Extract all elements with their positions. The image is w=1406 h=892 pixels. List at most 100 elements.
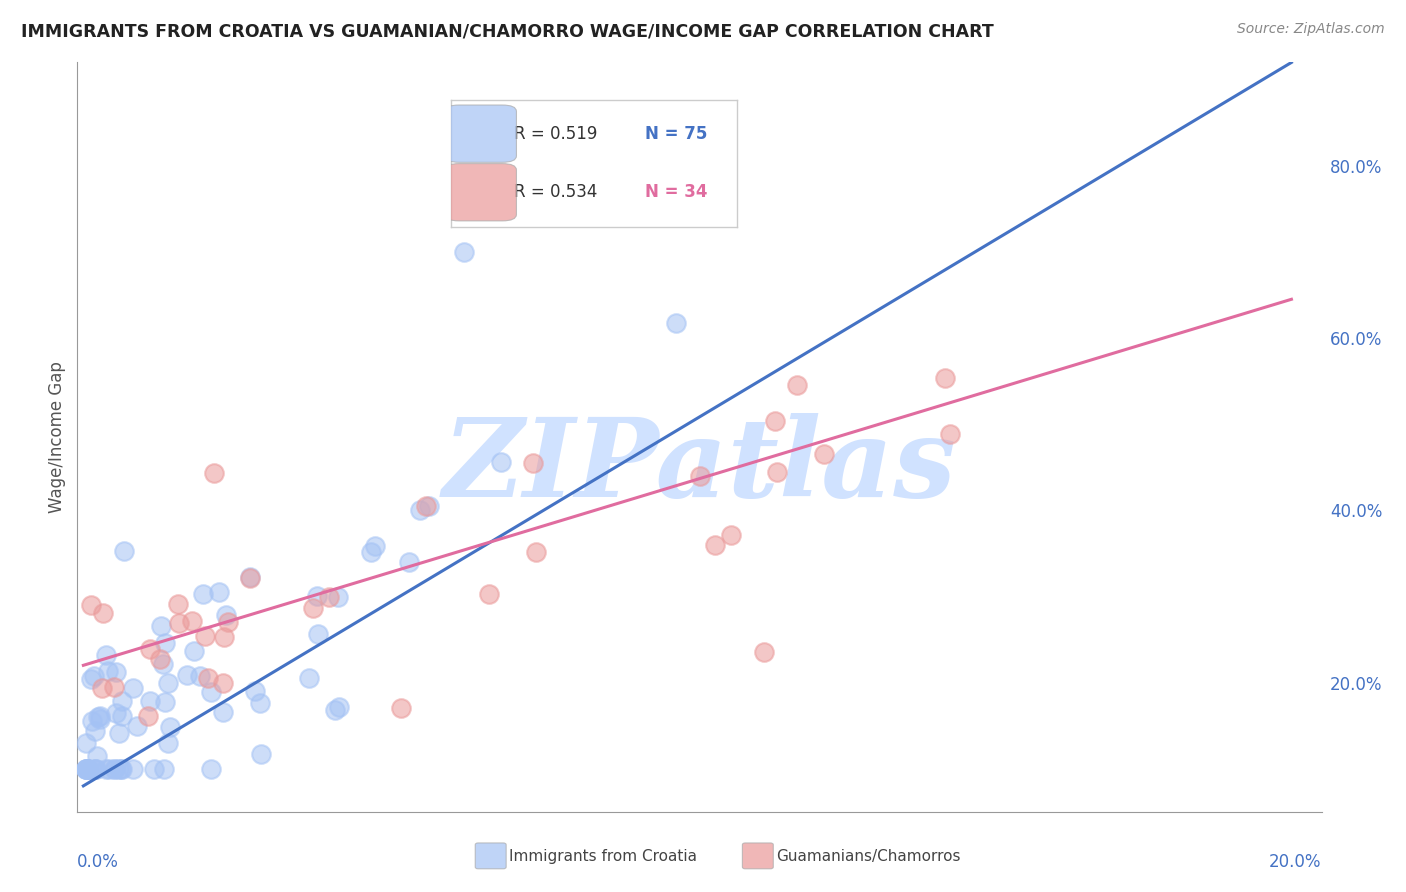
Point bbox=[103, 762, 125, 776]
Point bbox=[398, 555, 420, 569]
Point bbox=[104, 706, 127, 720]
Point bbox=[188, 668, 211, 682]
Point bbox=[249, 696, 271, 710]
Point bbox=[83, 762, 105, 776]
Point bbox=[197, 671, 219, 685]
Point bbox=[763, 414, 786, 428]
Point bbox=[418, 499, 440, 513]
Point bbox=[77, 762, 100, 776]
Point bbox=[813, 447, 835, 461]
Point bbox=[157, 676, 180, 690]
Point bbox=[200, 685, 222, 699]
Point bbox=[665, 316, 688, 330]
Point bbox=[111, 762, 134, 776]
Point bbox=[83, 669, 105, 683]
Point bbox=[522, 456, 544, 470]
Point bbox=[409, 503, 432, 517]
Point bbox=[86, 762, 108, 776]
Point bbox=[111, 694, 134, 708]
Point bbox=[104, 762, 127, 776]
Point bbox=[77, 762, 100, 776]
Text: 20.0%: 20.0% bbox=[1270, 853, 1322, 871]
Point bbox=[245, 684, 267, 698]
Point bbox=[328, 700, 350, 714]
Point bbox=[524, 545, 547, 559]
Point bbox=[250, 747, 273, 761]
Point bbox=[152, 657, 174, 672]
Point bbox=[96, 762, 118, 776]
Point bbox=[212, 675, 235, 690]
Point bbox=[159, 720, 181, 734]
Point bbox=[138, 642, 160, 657]
Point bbox=[121, 681, 143, 695]
Point bbox=[91, 681, 114, 696]
Point bbox=[167, 615, 190, 630]
Point bbox=[75, 762, 97, 776]
Point bbox=[181, 615, 204, 629]
Point bbox=[96, 648, 118, 663]
Point bbox=[136, 708, 159, 723]
Point bbox=[212, 705, 235, 719]
Point bbox=[720, 528, 742, 542]
Point bbox=[239, 570, 262, 584]
Point bbox=[704, 538, 727, 552]
Point bbox=[149, 651, 172, 665]
Point bbox=[754, 645, 776, 659]
Text: 0.0%: 0.0% bbox=[77, 853, 120, 871]
Point bbox=[89, 712, 111, 726]
Point bbox=[155, 636, 177, 650]
Text: ZIPatlas: ZIPatlas bbox=[443, 413, 956, 521]
Point bbox=[84, 723, 107, 738]
Point bbox=[82, 714, 104, 728]
Point bbox=[766, 465, 789, 479]
Point bbox=[75, 762, 97, 776]
Point bbox=[215, 608, 238, 623]
Point bbox=[453, 244, 475, 259]
Point bbox=[98, 762, 121, 776]
Point bbox=[76, 762, 98, 776]
Point bbox=[105, 665, 128, 679]
Point bbox=[87, 710, 110, 724]
Point bbox=[239, 571, 262, 585]
Point bbox=[191, 587, 214, 601]
Point bbox=[489, 455, 512, 469]
Point bbox=[75, 736, 97, 750]
Point bbox=[217, 615, 239, 629]
Point bbox=[111, 708, 134, 723]
Point bbox=[318, 590, 340, 604]
Point bbox=[305, 590, 328, 604]
Point bbox=[108, 762, 131, 776]
Point bbox=[80, 672, 103, 686]
Point bbox=[689, 469, 711, 483]
Point bbox=[150, 618, 173, 632]
Point bbox=[208, 585, 231, 599]
Point bbox=[86, 748, 108, 763]
Text: IMMIGRANTS FROM CROATIA VS GUAMANIAN/CHAMORRO WAGE/INCOME GAP CORRELATION CHART: IMMIGRANTS FROM CROATIA VS GUAMANIAN/CHA… bbox=[21, 22, 994, 40]
Point bbox=[89, 708, 111, 723]
Point bbox=[97, 665, 120, 679]
Point bbox=[75, 762, 97, 776]
Point bbox=[83, 762, 105, 776]
Point bbox=[153, 762, 176, 776]
Point bbox=[328, 590, 350, 604]
Point bbox=[415, 499, 437, 513]
Point bbox=[183, 644, 205, 658]
Point bbox=[75, 762, 97, 776]
Point bbox=[939, 427, 962, 442]
Point bbox=[108, 725, 131, 739]
Point bbox=[77, 762, 100, 776]
Text: Immigrants from Croatia: Immigrants from Croatia bbox=[509, 849, 697, 863]
Point bbox=[301, 601, 323, 615]
Point bbox=[364, 539, 387, 553]
Point bbox=[167, 597, 190, 611]
Point bbox=[298, 671, 321, 685]
Point bbox=[122, 762, 145, 776]
Point bbox=[307, 627, 329, 641]
Point bbox=[110, 762, 132, 776]
Text: Guamanians/Chamorros: Guamanians/Chamorros bbox=[776, 849, 960, 863]
Point bbox=[80, 598, 103, 612]
Point bbox=[176, 667, 198, 681]
Point bbox=[143, 762, 166, 776]
Point bbox=[194, 629, 217, 643]
Point bbox=[127, 719, 149, 733]
